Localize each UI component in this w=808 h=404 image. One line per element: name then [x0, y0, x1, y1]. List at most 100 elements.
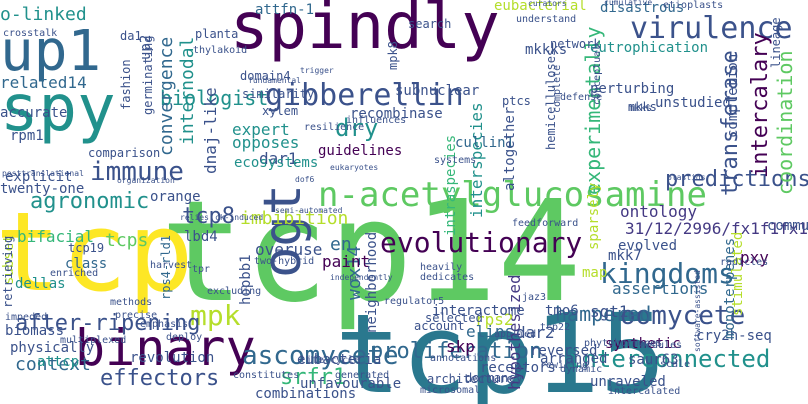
cloud-word: assertions: [612, 279, 708, 298]
cloud-word: receptors: [480, 360, 556, 376]
cloud-word: interspecies: [467, 102, 486, 218]
cloud-word: evolutionary: [380, 226, 582, 259]
cloud-word: understand: [516, 14, 576, 25]
cloud-word: tcp19: [68, 241, 104, 255]
cloud-word: organization: [117, 176, 175, 185]
cloud-word: ck-induced: [215, 213, 263, 222]
cloud-word: perturbing: [590, 81, 674, 97]
cloud-word: cry2h-seq: [696, 328, 772, 344]
cloud-word: two-hybrid: [254, 256, 314, 267]
cloud-word: jaz3: [522, 292, 546, 303]
cloud-word: class: [65, 256, 107, 272]
cloud-word: mkks: [628, 103, 652, 114]
cloud-word: tcp: [0, 188, 194, 316]
cloud-word: software-assisted: [693, 270, 702, 352]
cloud-word: tcp8: [182, 204, 235, 229]
cloud-word: harvest: [150, 260, 192, 271]
cloud-word: experimentally: [581, 26, 605, 195]
cloud-word: map: [582, 265, 607, 281]
cloud-word: combinations: [255, 386, 356, 402]
cloud-word: pxy: [740, 248, 769, 267]
cloud-word: mkkks: [525, 42, 567, 58]
cloud-word: phytohormones: [584, 338, 662, 349]
cloud-word: enriched: [50, 268, 98, 279]
cloud-word: impeded: [5, 312, 47, 323]
cloud-word: eutrophication: [590, 40, 708, 56]
cloud-word: overuse: [255, 240, 322, 259]
cloud-word: completion: [725, 54, 741, 138]
cloud-word: up2: [138, 35, 154, 60]
cloud-word: selected: [425, 311, 483, 325]
cloud-word: ptcs: [502, 94, 531, 108]
cloud-word: arranged: [540, 351, 607, 367]
cloud-word: biologist: [160, 86, 268, 110]
cloud-word: generated: [335, 370, 389, 381]
cloud-word: unraveled: [590, 374, 666, 390]
cloud-word: immune: [90, 157, 184, 187]
cloud-word: crosstalk: [3, 28, 57, 39]
cloud-word: excluding: [207, 286, 261, 297]
cloud-word: fundamental: [248, 76, 301, 85]
cloud-word: interactome: [432, 303, 525, 319]
cloud-word: en: [330, 234, 352, 255]
cloud-word: oomycete: [620, 301, 745, 331]
cloud-word: planta: [195, 27, 238, 41]
cloud-word: influences: [346, 115, 406, 126]
cloud-word: semi-automated: [275, 206, 343, 215]
cloud-word: modules: [640, 340, 682, 351]
cloud-word: paint: [322, 252, 370, 271]
cloud-word: tcps: [105, 230, 148, 251]
cloud-word: elips: [466, 322, 514, 341]
cloud-word: virulence: [630, 11, 793, 46]
cloud-word: rps4-rld1: [159, 235, 173, 300]
cloud-word: methods: [110, 297, 152, 308]
cloud-word: annotations: [430, 353, 496, 364]
cloud-word: complete: [552, 65, 563, 113]
cloud-word: hemicelluloses: [544, 49, 558, 150]
cloud-word: feedforward: [512, 218, 578, 229]
cloud-word: precise: [115, 310, 157, 321]
cloud-word: unfavourable: [300, 376, 401, 392]
cloud-word: communities: [767, 218, 808, 234]
cloud-word: life-cycle: [300, 355, 360, 366]
cloud-word: o-linked: [0, 4, 87, 25]
cloud-word: search: [408, 17, 451, 31]
cloud-word: biomass: [5, 323, 64, 339]
cloud-word: altogether: [502, 107, 518, 191]
cloud-word: rps2: [475, 310, 514, 329]
cloud-word: heavily: [420, 262, 462, 273]
cloud-word: dof6: [295, 175, 314, 184]
cloud-word: eubacterial: [494, 0, 587, 14]
cloud-word: dnaj-like: [201, 87, 220, 174]
cloud-word: retrieving: [1, 236, 15, 308]
cloud-word: dar1: [259, 149, 298, 168]
cloud-word: wox14: [344, 246, 365, 300]
cloud-word: scale: [660, 359, 690, 370]
cloud-word: stimulated: [730, 232, 746, 316]
cloud-word: srfr1: [280, 365, 346, 390]
cloud-word: systems: [434, 155, 476, 166]
cloud-word: context: [15, 354, 91, 375]
cloud-word: lbd4: [184, 229, 218, 245]
cloud-word: accurate: [0, 105, 67, 121]
cloud-word: subset: [1, 234, 17, 285]
cloud-word: mpk: [190, 299, 241, 332]
cloud-word: dellas: [15, 276, 66, 292]
cloud-word: dry: [335, 114, 378, 142]
cloud-word: cumulative: [604, 0, 652, 7]
cloud-word: skp: [446, 337, 475, 356]
cloud-word: tcp22: [540, 322, 570, 333]
cloud-word: effectors: [100, 366, 219, 391]
cloud-word: kingdoms: [600, 257, 735, 290]
cloud-word: cullin1: [455, 135, 514, 151]
cloud-word: curators: [528, 0, 567, 8]
cloud-word: revolution: [130, 350, 214, 366]
cloud-word: conceptual: [592, 45, 603, 105]
cloud-word: tcp14: [160, 171, 581, 334]
cloud-word: lineage: [769, 17, 783, 68]
cloud-word: emphasis: [140, 319, 188, 330]
cloud-word: xylem: [262, 104, 298, 118]
cloud-word: physically: [10, 340, 94, 356]
